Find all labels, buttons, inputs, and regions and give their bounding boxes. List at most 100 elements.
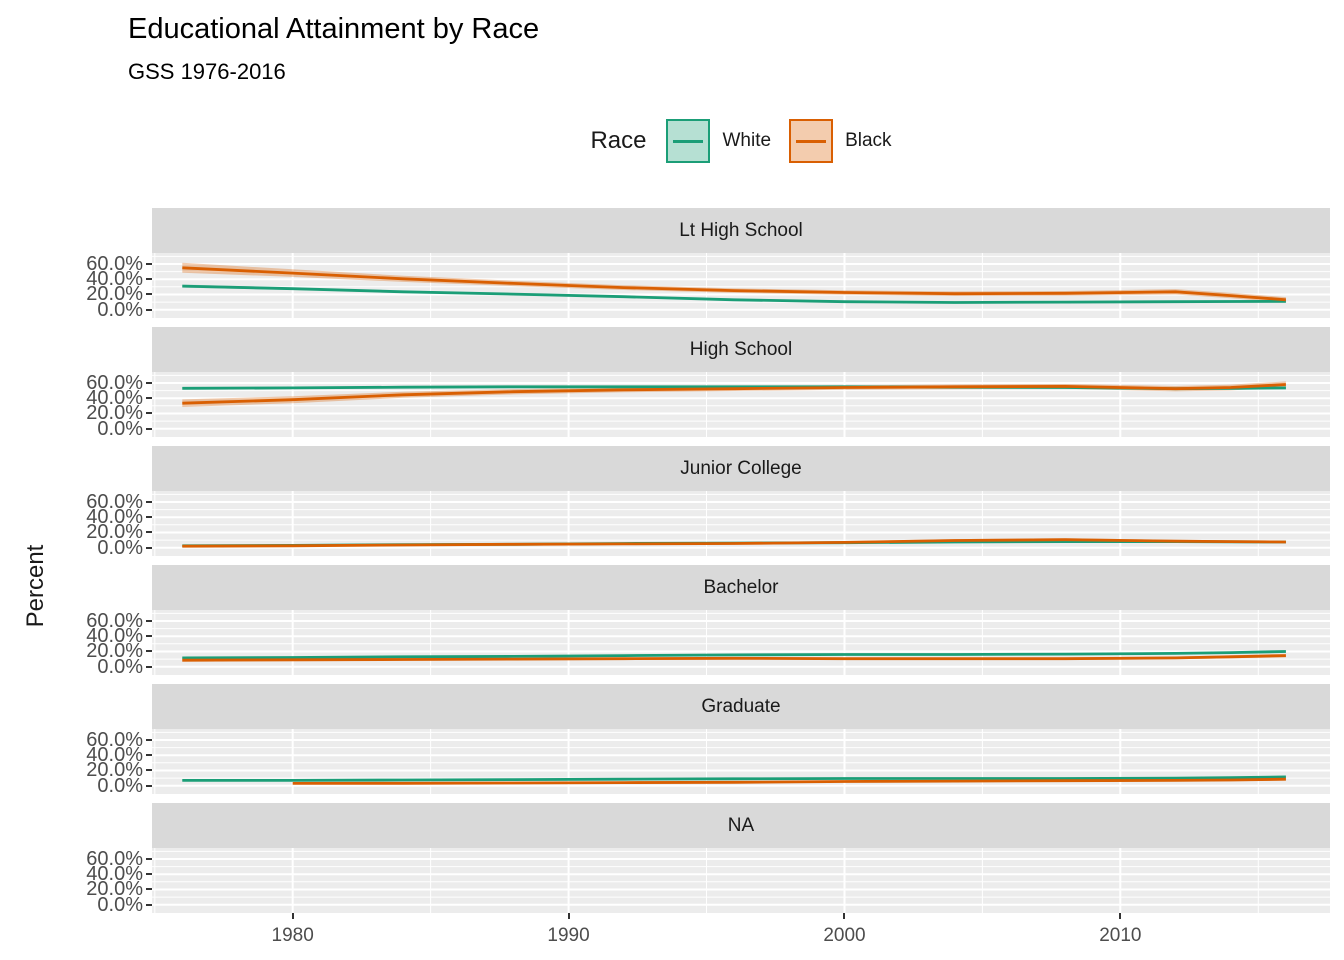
y-tick (146, 665, 152, 668)
y-tick (146, 769, 152, 772)
x-tick-label: 2000 (823, 925, 866, 946)
legend-item: Black (789, 119, 892, 163)
y-tick (146, 381, 152, 384)
y-tick (146, 738, 152, 741)
facet-strip-label: Lt High School (679, 219, 803, 241)
x-tick (291, 913, 294, 919)
legend-item-label: Black (845, 130, 892, 151)
y-tick-label: 40.0% (86, 268, 143, 291)
facet-strip: Junior College (152, 446, 1330, 491)
facet-strip: High School (152, 327, 1330, 372)
y-tick-label: 0.0% (97, 298, 143, 321)
y-tick (146, 784, 152, 787)
facet-strip-label: Junior College (680, 457, 802, 479)
line-black (182, 383, 1286, 405)
legend-item: White (666, 119, 771, 163)
legend-items: White Black (666, 119, 892, 163)
legend-item-label: White (722, 130, 772, 151)
facet-panel (152, 372, 1330, 437)
x-tick (1119, 913, 1122, 919)
y-tick (146, 500, 152, 503)
facet-strip-label: NA (727, 814, 755, 836)
facet-panel (152, 253, 1330, 318)
legend-key-line (673, 139, 704, 143)
y-tick-label: 40.0% (86, 863, 143, 886)
y-tick (146, 888, 152, 891)
line-black (292, 777, 1286, 785)
y-tick-label: 40.0% (86, 744, 143, 767)
y-tick (146, 397, 152, 400)
y-tick-label: 20.0% (86, 759, 143, 782)
facet-strip: NA (152, 803, 1330, 848)
x-tick-label: 1980 (271, 925, 314, 946)
y-tick-label: 0.0% (97, 536, 143, 559)
legend: Race White Black (152, 110, 1330, 172)
legend-key-swatch (789, 119, 834, 163)
y-tick (146, 903, 152, 906)
y-tick (146, 857, 152, 860)
line-white (182, 775, 1286, 782)
facet-plot (152, 729, 1330, 794)
y-tick-label: 20.0% (86, 283, 143, 306)
legend-key-line (796, 139, 827, 143)
y-tick-label: 60.0% (86, 252, 143, 275)
y-tick-label: 0.0% (97, 774, 143, 797)
y-tick-label: 20.0% (86, 878, 143, 901)
y-tick (146, 278, 152, 281)
facet-panel (152, 610, 1330, 675)
y-tick-label: 20.0% (86, 640, 143, 663)
y-tick-label: 60.0% (86, 609, 143, 632)
y-tick-label: 60.0% (86, 728, 143, 751)
facet-plot (152, 253, 1330, 318)
y-tick (146, 308, 152, 311)
line-white (182, 650, 1286, 660)
facet-strip: Lt High School (152, 208, 1330, 253)
x-tick-label: 2010 (1099, 925, 1142, 946)
y-tick (146, 262, 152, 265)
line-black (182, 266, 1287, 302)
y-tick-label: 60.0% (86, 371, 143, 394)
facet-strip-label: High School (689, 338, 793, 360)
y-tick (146, 531, 152, 534)
y-tick (146, 650, 152, 653)
facet-panel (152, 729, 1330, 794)
y-tick (146, 546, 152, 549)
line-black (182, 654, 1286, 662)
legend-title: Race (590, 127, 647, 154)
y-tick (146, 293, 152, 296)
x-tick-label: 1990 (547, 925, 590, 946)
facet-plot (152, 610, 1330, 675)
facet-plot (152, 491, 1330, 556)
x-tick (843, 913, 846, 919)
facet-strip-label: Graduate (701, 695, 781, 717)
y-tick (146, 619, 152, 622)
y-tick-label: 60.0% (86, 847, 143, 870)
y-tick (146, 754, 152, 757)
y-tick (146, 873, 152, 876)
y-tick-label: 20.0% (86, 402, 143, 425)
y-tick-label: 0.0% (97, 655, 143, 678)
y-tick (146, 427, 152, 430)
chart-title: Educational Attainment by Race (128, 13, 540, 45)
facet-strip-label: Bachelor (703, 576, 779, 598)
x-tick (567, 913, 570, 919)
y-tick-label: 0.0% (97, 893, 143, 916)
y-tick-label: 40.0% (86, 387, 143, 410)
facet-panel (152, 491, 1330, 556)
chart-subtitle: GSS 1976-2016 (128, 59, 286, 84)
legend-key-swatch (666, 119, 711, 163)
y-tick (146, 412, 152, 415)
facet-plot (152, 372, 1330, 437)
facet-strip: Graduate (152, 684, 1330, 729)
facet-strip: Bachelor (152, 565, 1330, 610)
line-black (182, 538, 1286, 548)
y-tick (146, 516, 152, 519)
y-tick-label: 60.0% (86, 490, 143, 513)
y-tick-label: 40.0% (86, 625, 143, 648)
facet-panel (152, 848, 1330, 913)
facet-plot (152, 848, 1330, 913)
y-tick-label: 40.0% (86, 506, 143, 529)
line-white (182, 284, 1286, 304)
y-tick-label: 0.0% (97, 417, 143, 440)
